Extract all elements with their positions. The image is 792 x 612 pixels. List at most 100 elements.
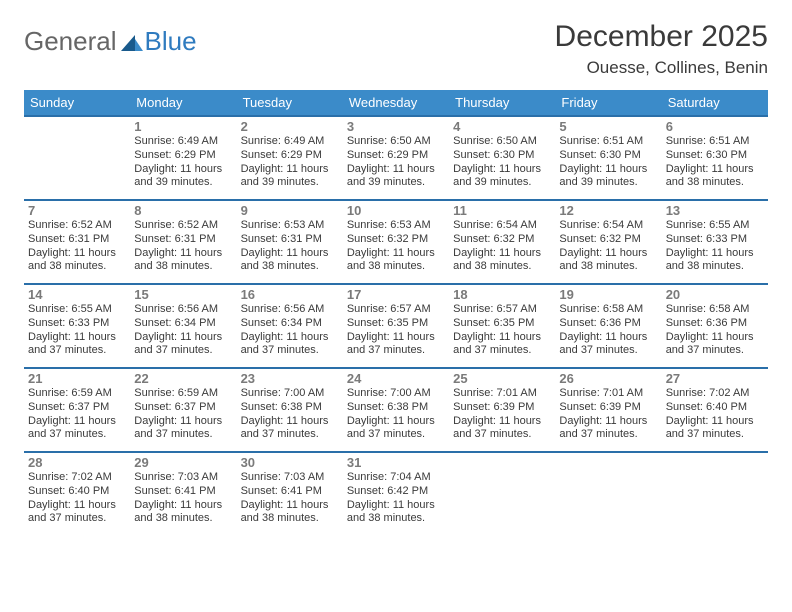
- daylight-text: Daylight: 11 hours: [666, 331, 764, 345]
- calendar-day-cell: 25Sunrise: 7:01 AMSunset: 6:39 PMDayligh…: [449, 368, 555, 452]
- sunset-text: Sunset: 6:35 PM: [453, 317, 551, 331]
- daylight-text: and 38 minutes.: [453, 260, 551, 274]
- daylight-text: Daylight: 11 hours: [134, 163, 232, 177]
- sunset-text: Sunset: 6:34 PM: [134, 317, 232, 331]
- calendar-day-cell: 23Sunrise: 7:00 AMSunset: 6:38 PMDayligh…: [237, 368, 343, 452]
- sunset-text: Sunset: 6:39 PM: [453, 401, 551, 415]
- sunset-text: Sunset: 6:35 PM: [347, 317, 445, 331]
- day-number: 21: [28, 371, 126, 386]
- day-number: 26: [559, 371, 657, 386]
- location-subtitle: Ouesse, Collines, Benin: [555, 58, 768, 78]
- calendar-day-cell: [555, 452, 661, 536]
- daylight-text: Daylight: 11 hours: [241, 163, 339, 177]
- daylight-text: Daylight: 11 hours: [559, 163, 657, 177]
- daylight-text: Daylight: 11 hours: [134, 331, 232, 345]
- day-number: 4: [453, 119, 551, 134]
- calendar-day-cell: 4Sunrise: 6:50 AMSunset: 6:30 PMDaylight…: [449, 116, 555, 200]
- daylight-text: Daylight: 11 hours: [453, 415, 551, 429]
- calendar-day-cell: 20Sunrise: 6:58 AMSunset: 6:36 PMDayligh…: [662, 284, 768, 368]
- daylight-text: and 37 minutes.: [241, 344, 339, 358]
- daylight-text: and 39 minutes.: [347, 176, 445, 190]
- sunrise-text: Sunrise: 6:51 AM: [666, 135, 764, 149]
- sunrise-text: Sunrise: 6:50 AM: [347, 135, 445, 149]
- daylight-text: Daylight: 11 hours: [347, 163, 445, 177]
- daylight-text: and 38 minutes.: [241, 512, 339, 526]
- sunrise-text: Sunrise: 6:51 AM: [559, 135, 657, 149]
- sunset-text: Sunset: 6:32 PM: [559, 233, 657, 247]
- day-number: 25: [453, 371, 551, 386]
- daylight-text: Daylight: 11 hours: [347, 499, 445, 513]
- sunrise-text: Sunrise: 6:58 AM: [559, 303, 657, 317]
- weekday-header: Monday: [130, 90, 236, 116]
- daylight-text: and 37 minutes.: [134, 428, 232, 442]
- sunset-text: Sunset: 6:36 PM: [559, 317, 657, 331]
- daylight-text: and 39 minutes.: [241, 176, 339, 190]
- sunrise-text: Sunrise: 6:53 AM: [241, 219, 339, 233]
- sunset-text: Sunset: 6:37 PM: [134, 401, 232, 415]
- day-number: 3: [347, 119, 445, 134]
- sunset-text: Sunset: 6:41 PM: [241, 485, 339, 499]
- sunrise-text: Sunrise: 6:57 AM: [453, 303, 551, 317]
- header: General Blue December 2025 Ouesse, Colli…: [24, 20, 768, 78]
- sunrise-text: Sunrise: 6:59 AM: [134, 387, 232, 401]
- logo-text-1: General: [24, 26, 117, 57]
- day-number: 7: [28, 203, 126, 218]
- day-number: 1: [134, 119, 232, 134]
- sunrise-text: Sunrise: 6:49 AM: [241, 135, 339, 149]
- sunset-text: Sunset: 6:42 PM: [347, 485, 445, 499]
- sunset-text: Sunset: 6:29 PM: [241, 149, 339, 163]
- calendar-day-cell: [662, 452, 768, 536]
- sunrise-text: Sunrise: 6:54 AM: [559, 219, 657, 233]
- sunrise-text: Sunrise: 6:58 AM: [666, 303, 764, 317]
- calendar-day-cell: 1Sunrise: 6:49 AMSunset: 6:29 PMDaylight…: [130, 116, 236, 200]
- sunrise-text: Sunrise: 6:52 AM: [134, 219, 232, 233]
- daylight-text: and 37 minutes.: [241, 428, 339, 442]
- daylight-text: and 38 minutes.: [347, 260, 445, 274]
- weekday-header: Tuesday: [237, 90, 343, 116]
- sunrise-text: Sunrise: 7:01 AM: [559, 387, 657, 401]
- day-number: 30: [241, 455, 339, 470]
- sunrise-text: Sunrise: 6:54 AM: [453, 219, 551, 233]
- daylight-text: Daylight: 11 hours: [134, 247, 232, 261]
- sunrise-text: Sunrise: 6:52 AM: [28, 219, 126, 233]
- sunset-text: Sunset: 6:40 PM: [28, 485, 126, 499]
- sunset-text: Sunset: 6:33 PM: [28, 317, 126, 331]
- calendar-week-row: 21Sunrise: 6:59 AMSunset: 6:37 PMDayligh…: [24, 368, 768, 452]
- daylight-text: and 37 minutes.: [28, 428, 126, 442]
- daylight-text: Daylight: 11 hours: [241, 415, 339, 429]
- sunset-text: Sunset: 6:29 PM: [134, 149, 232, 163]
- calendar-day-cell: 5Sunrise: 6:51 AMSunset: 6:30 PMDaylight…: [555, 116, 661, 200]
- calendar-week-row: 28Sunrise: 7:02 AMSunset: 6:40 PMDayligh…: [24, 452, 768, 536]
- daylight-text: and 37 minutes.: [666, 344, 764, 358]
- daylight-text: Daylight: 11 hours: [134, 415, 232, 429]
- daylight-text: and 38 minutes.: [559, 260, 657, 274]
- day-number: 9: [241, 203, 339, 218]
- calendar-day-cell: 21Sunrise: 6:59 AMSunset: 6:37 PMDayligh…: [24, 368, 130, 452]
- day-number: 6: [666, 119, 764, 134]
- day-number: 12: [559, 203, 657, 218]
- calendar-day-cell: 9Sunrise: 6:53 AMSunset: 6:31 PMDaylight…: [237, 200, 343, 284]
- day-number: 10: [347, 203, 445, 218]
- sunset-text: Sunset: 6:30 PM: [559, 149, 657, 163]
- daylight-text: Daylight: 11 hours: [28, 499, 126, 513]
- day-number: 29: [134, 455, 232, 470]
- daylight-text: and 38 minutes.: [347, 512, 445, 526]
- calendar-day-cell: 26Sunrise: 7:01 AMSunset: 6:39 PMDayligh…: [555, 368, 661, 452]
- calendar-week-row: 14Sunrise: 6:55 AMSunset: 6:33 PMDayligh…: [24, 284, 768, 368]
- calendar-day-cell: 29Sunrise: 7:03 AMSunset: 6:41 PMDayligh…: [130, 452, 236, 536]
- daylight-text: Daylight: 11 hours: [666, 247, 764, 261]
- daylight-text: Daylight: 11 hours: [28, 331, 126, 345]
- day-number: 23: [241, 371, 339, 386]
- daylight-text: and 38 minutes.: [134, 260, 232, 274]
- sunset-text: Sunset: 6:41 PM: [134, 485, 232, 499]
- daylight-text: Daylight: 11 hours: [241, 331, 339, 345]
- sunrise-text: Sunrise: 7:00 AM: [347, 387, 445, 401]
- sunrise-text: Sunrise: 7:04 AM: [347, 471, 445, 485]
- day-number: 31: [347, 455, 445, 470]
- calendar-day-cell: 28Sunrise: 7:02 AMSunset: 6:40 PMDayligh…: [24, 452, 130, 536]
- day-number: 18: [453, 287, 551, 302]
- daylight-text: and 37 minutes.: [347, 344, 445, 358]
- sunset-text: Sunset: 6:32 PM: [453, 233, 551, 247]
- sunrise-text: Sunrise: 6:50 AM: [453, 135, 551, 149]
- daylight-text: and 37 minutes.: [559, 344, 657, 358]
